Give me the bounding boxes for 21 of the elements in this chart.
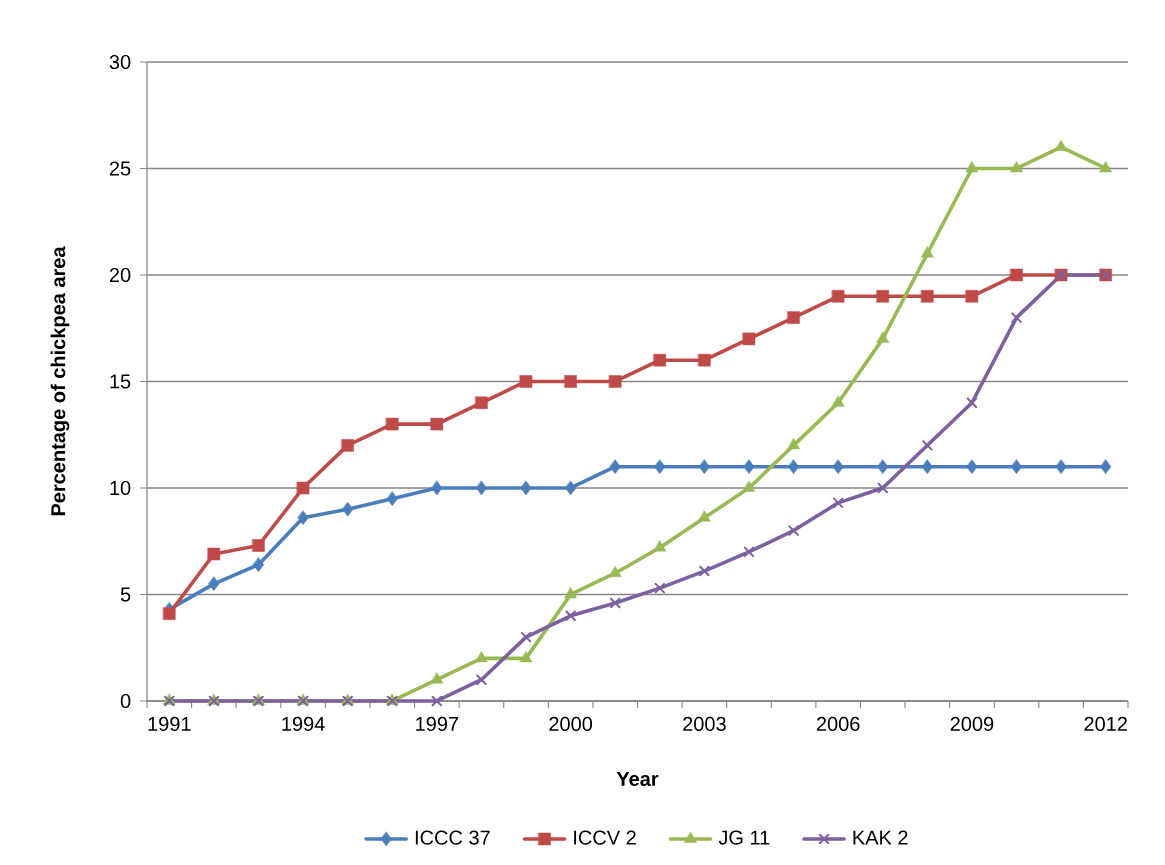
legend-label: KAK 2 [853,830,908,845]
y-axis-title: Percentage of chickpea area [50,246,70,516]
legend-label: ICCV 2 [574,830,636,845]
y-tick-label: 15 [110,374,131,389]
y-tick-label: 5 [120,587,131,602]
x-tick-label: 2012 [1084,716,1127,732]
x-tick-label: 1997 [416,716,459,732]
x-tick-label: 2000 [549,716,593,732]
x-axis-title: Year [616,772,659,786]
y-tick-label: 10 [110,480,131,496]
x-tick-label: 2009 [950,716,994,732]
x-tick-label: 1994 [282,716,325,732]
legend-label: JG 11 [718,830,770,845]
y-tick-label: 30 [109,54,131,70]
x-tick-label: 2003 [683,716,726,732]
y-tick-label: 25 [109,161,131,176]
x-tick-label: 2006 [816,716,860,732]
y-tick-label: 0 [120,693,131,709]
legend-label: ICCC 37 [415,830,490,845]
x-tick-label: 1991 [148,716,191,732]
y-tick-label: 20 [109,267,131,283]
